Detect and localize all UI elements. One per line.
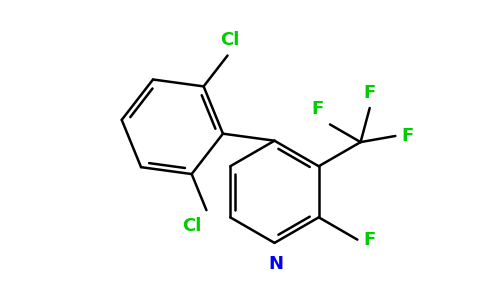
Text: F: F [363, 83, 376, 101]
Text: F: F [311, 100, 323, 118]
Text: F: F [363, 231, 375, 249]
Text: Cl: Cl [220, 31, 239, 49]
Text: N: N [269, 255, 284, 273]
Text: Cl: Cl [182, 217, 202, 235]
Text: F: F [402, 127, 414, 145]
